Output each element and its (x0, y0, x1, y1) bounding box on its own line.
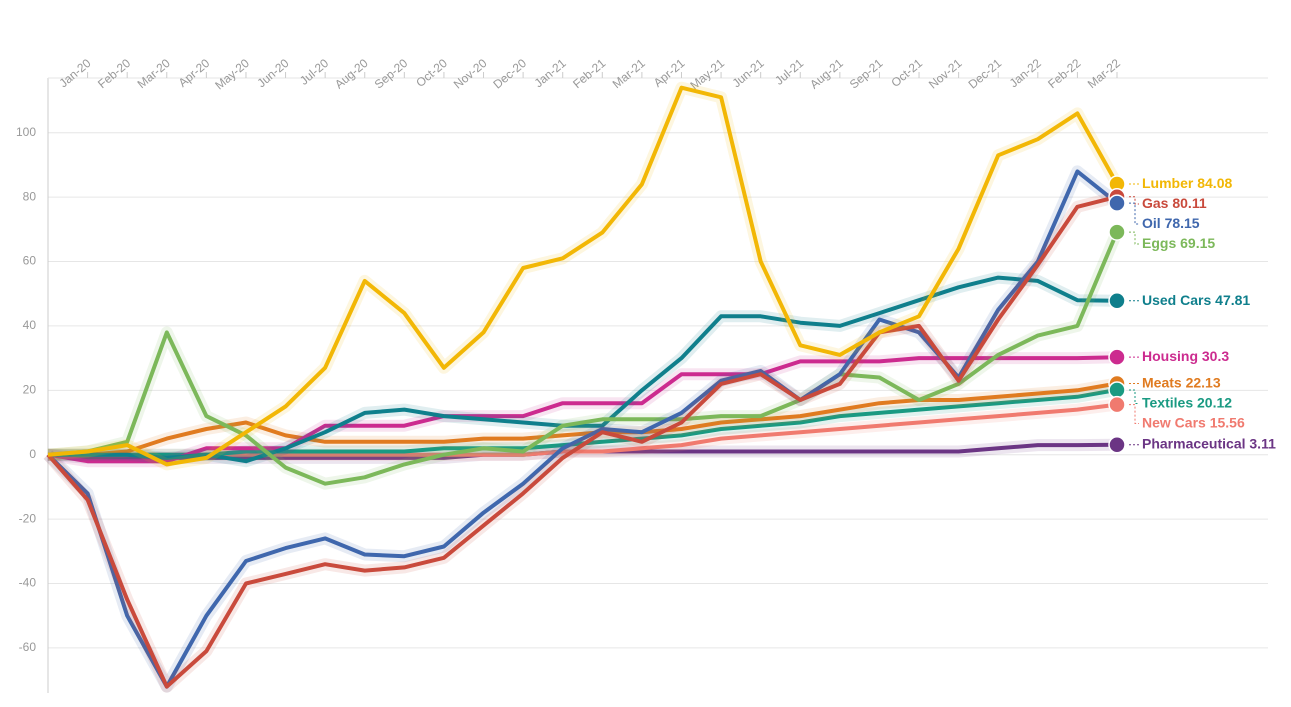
end-label: Lumber 84.08 (1142, 175, 1232, 191)
series-name: Eggs (1142, 235, 1176, 251)
leader (1129, 389, 1139, 404)
leader (1129, 231, 1139, 245)
y-tick-label: -20 (19, 511, 37, 525)
y-tick-label: 40 (23, 318, 37, 332)
end-dot (1108, 292, 1126, 310)
x-tick-label: Jan-22 (1007, 56, 1044, 91)
end-dot (1108, 435, 1126, 454)
series-name: Used Cars (1142, 291, 1211, 307)
x-tick-label: Apr-20 (176, 56, 213, 90)
series-name: Pharmaceutical (1142, 435, 1246, 451)
end-label: Pharmaceutical 3.11 (1142, 435, 1276, 451)
end-label: Meats 22.13 (1142, 374, 1221, 390)
line (47, 355, 1118, 464)
y-tick-label: 0 (29, 447, 36, 461)
y-tick-label: 20 (23, 383, 37, 397)
y-tick-label: 80 (23, 189, 37, 203)
x-tick-label: Jan-21 (532, 56, 569, 91)
end-label: Eggs 69.15 (1142, 235, 1215, 251)
series-name: Meats (1142, 374, 1182, 390)
x-tick-label: Jan-20 (56, 56, 93, 91)
y-tick-label: -60 (19, 640, 37, 654)
line (47, 231, 1119, 486)
x-tick-label: Oct-20 (413, 56, 450, 90)
end-value: 3.11 (1249, 435, 1276, 451)
end-value: 84.08 (1197, 175, 1232, 191)
end-dot (1108, 348, 1126, 366)
series-name: Housing (1142, 348, 1198, 364)
x-tick-label: Jul-21 (772, 56, 806, 88)
end-value: 20.12 (1197, 394, 1232, 410)
x-tick-label: Jun-21 (730, 56, 767, 91)
x-tick-label: Jul-20 (297, 56, 331, 88)
y-tick-label: 100 (16, 125, 36, 139)
series-name: Textiles (1142, 394, 1193, 410)
end-label: Gas 80.11 (1142, 195, 1207, 211)
leader (1129, 404, 1139, 424)
end-dot (1108, 223, 1126, 241)
x-tick-label: Oct-21 (888, 56, 925, 90)
line (47, 85, 1119, 467)
series-name: New Cars (1142, 414, 1206, 430)
end-value: 69.15 (1180, 235, 1215, 251)
series-name: Gas (1142, 195, 1169, 211)
y-tick-label: 60 (23, 254, 37, 268)
line (48, 275, 1118, 464)
end-dot (1108, 381, 1126, 399)
x-tick-label: Jun-20 (254, 56, 291, 91)
leader (1129, 202, 1139, 225)
end-value: 80.11 (1172, 195, 1206, 211)
end-value: 47.81 (1215, 291, 1250, 307)
end-label: Housing 30.3 (1142, 348, 1229, 364)
end-label: New Cars 15.56 (1142, 414, 1245, 430)
end-value: 22.13 (1186, 374, 1221, 390)
end-value: 30.3 (1202, 348, 1229, 364)
end-label: Oil 78.15 (1142, 215, 1200, 231)
end-value: 15.56 (1210, 414, 1245, 430)
line (46, 194, 1118, 689)
series-name: Oil (1142, 215, 1161, 231)
end-value: 78.15 (1165, 215, 1200, 231)
y-tick-label: -40 (19, 576, 37, 590)
end-dot (1108, 395, 1126, 414)
series-name: Lumber (1142, 175, 1194, 191)
end-label: Textiles 20.12 (1142, 394, 1232, 410)
leader (1129, 196, 1139, 205)
end-dot (1108, 194, 1126, 212)
end-label: Used Cars 47.81 (1142, 291, 1250, 307)
